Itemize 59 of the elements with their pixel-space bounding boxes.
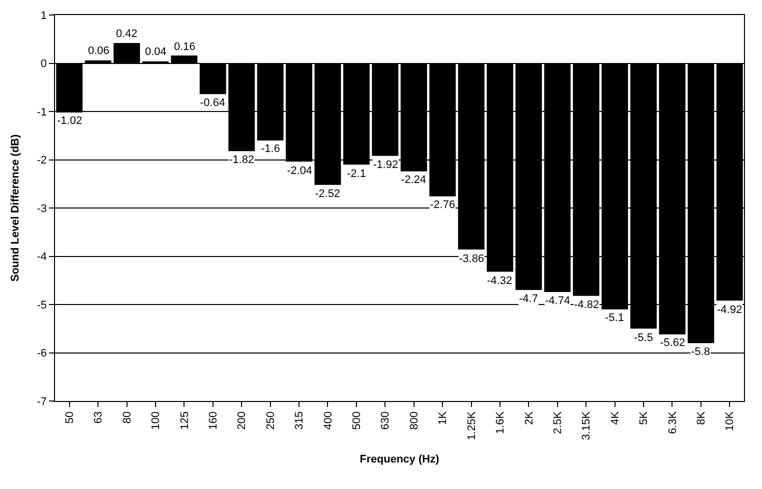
data-label: 0.06 [88, 45, 110, 57]
y-tick-label: -4 [37, 251, 47, 264]
data-label: -2.76 [430, 199, 456, 211]
data-label: 0.42 [116, 28, 138, 40]
x-tick-label: 315 [294, 411, 306, 430]
data-label: -1.6 [261, 143, 280, 155]
data-label: 0.16 [174, 41, 196, 53]
x-tick-label: 2K [523, 410, 536, 425]
data-label: -2.24 [401, 174, 426, 186]
x-tick-label: 10K [724, 410, 736, 431]
x-tick-label: 400 [322, 411, 334, 430]
data-label: -4.74 [545, 295, 570, 307]
data-label: -1.92 [373, 159, 398, 171]
data-label: -2.1 [347, 168, 366, 180]
x-tick-label: 800 [408, 411, 420, 430]
x-tick-label: 8K [696, 410, 708, 425]
data-label: 0.04 [145, 46, 166, 58]
x-tick-label: 80 [121, 411, 134, 424]
y-tick-label: -2 [37, 154, 47, 167]
x-tick-label: 4K [609, 410, 622, 425]
x-tick-label: 125 [178, 411, 191, 430]
data-label: -3.86 [459, 253, 484, 265]
x-axis-title: Frequency (Hz) [360, 453, 440, 466]
x-tick-label: 250 [264, 411, 277, 430]
data-label: -5.8 [691, 346, 710, 358]
x-tick-label: 63 [92, 411, 105, 424]
y-axis-title: Sound Level Difference (dB) [10, 134, 22, 282]
y-tick-label: -6 [37, 348, 47, 360]
x-tick-label: 50 [64, 411, 76, 424]
x-tick-label: 1.25K [466, 410, 478, 440]
data-label: -4.92 [717, 304, 742, 316]
x-tick-label: 500 [351, 411, 364, 430]
data-label: -4.32 [487, 275, 512, 287]
data-label: -1.02 [57, 115, 82, 127]
x-tick-label: 3.15K [580, 410, 593, 440]
data-label: -2.04 [287, 165, 312, 177]
x-tick-label: 100 [150, 411, 162, 430]
x-tick-label: 2.5K [552, 410, 564, 434]
x-tick-label: 1.6K [494, 410, 507, 434]
x-tick-label: 6.3K [666, 410, 679, 434]
y-tick-label: -1 [37, 106, 47, 118]
data-label: -1.82 [229, 154, 254, 166]
x-tick-label: 200 [236, 411, 248, 430]
data-label: -4.7 [519, 293, 538, 305]
data-label: -0.64 [200, 97, 226, 109]
x-tick-label: 1K [437, 410, 450, 425]
y-tick-label: -7 [37, 396, 47, 408]
data-label: -5.5 [634, 332, 653, 344]
y-tick-label: -5 [37, 299, 47, 312]
x-tick-label: 160 [207, 411, 220, 430]
data-label: -4.82 [574, 299, 600, 311]
y-tick-label: 1 [40, 10, 47, 22]
y-tick-label: -3 [37, 202, 47, 215]
x-tick-label: 5K [638, 410, 650, 425]
data-label: -2.52 [315, 188, 340, 200]
data-label: -5.62 [660, 337, 686, 349]
x-tick-label: 630 [380, 411, 392, 430]
y-tick-label: 0 [40, 58, 47, 70]
data-label: -5.1 [605, 312, 624, 324]
